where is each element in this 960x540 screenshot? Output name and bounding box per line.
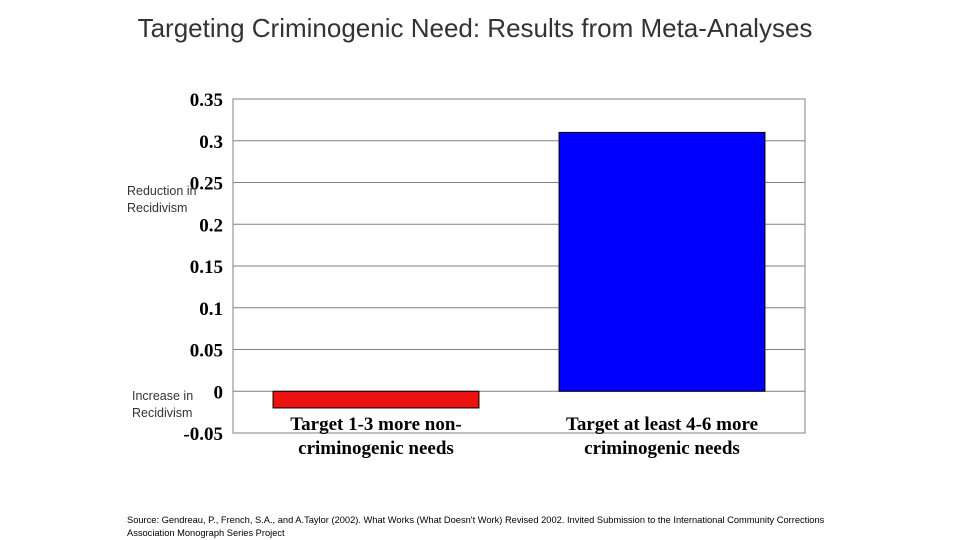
bars [272,131,766,409]
y-tick-label: 0.05 [190,341,223,362]
bar-1 [272,390,480,409]
y-tick-label: 0.3 [199,132,223,153]
category-label: Target at least 4-6 more [566,414,758,435]
category-label: Target 1-3 more non- [290,414,462,435]
reduction-annotation: Reduction in Recidivism [127,184,197,215]
category-label: criminogenic needs [584,438,740,459]
source-citation: Source: Gendreau, P., French, S.A., and … [127,515,825,538]
y-tick-label: 0.2 [199,215,223,236]
y-tick-label: 0.35 [190,90,223,111]
y-tick-label: -0.05 [183,424,223,445]
y-tick-labels: -0.05 0 0.05 0.1 0.15 0.2 0.25 0.3 0.35 [183,90,223,445]
y-tick-label: 0.15 [190,257,223,278]
slide-title: Targeting Criminogenic Need: Results fro… [137,13,813,43]
y-tick-label: 0 [214,382,224,403]
plot-frame [232,98,806,434]
y-tick-label: 0.25 [190,174,223,195]
increase-annotation: Increase in Recidivism [132,389,194,420]
y-tick-label: 0.1 [199,299,223,320]
category-labels: Target 1-3 more non-criminogenic needs Ta… [290,414,758,459]
bar-2 [558,131,766,392]
category-label: criminogenic needs [298,438,454,459]
